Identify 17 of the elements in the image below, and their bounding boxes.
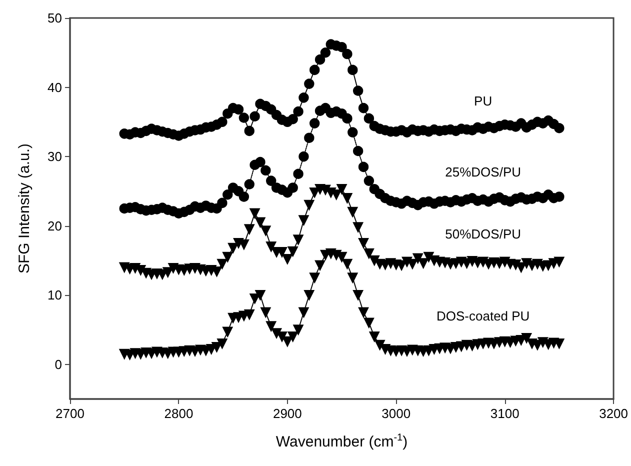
y-tick-label: 30 [48,149,62,164]
x-tick-label: 3200 [599,406,628,421]
y-tick-label: 10 [48,288,62,303]
y-axis-title: SFG Intensity (a.u.) [16,143,33,274]
series-label: PU [474,94,492,109]
x-tick-label: 3100 [490,406,520,421]
series-label: 50%DOS/PU [445,226,522,242]
y-tick-label: 20 [48,218,62,234]
series-label: 25%DOS/PU [445,164,522,180]
y-tick-label: 40 [48,80,62,95]
y-tick-label: 0 [54,356,62,372]
x-tick-label: 2800 [164,406,194,421]
x-tick-label: 2700 [56,406,84,421]
x-tick-label: 2900 [272,406,302,421]
x-tick-label: 3000 [382,406,411,421]
series-label: DOS-coated PU [436,308,530,324]
y-tick-label: 50 [48,10,62,26]
